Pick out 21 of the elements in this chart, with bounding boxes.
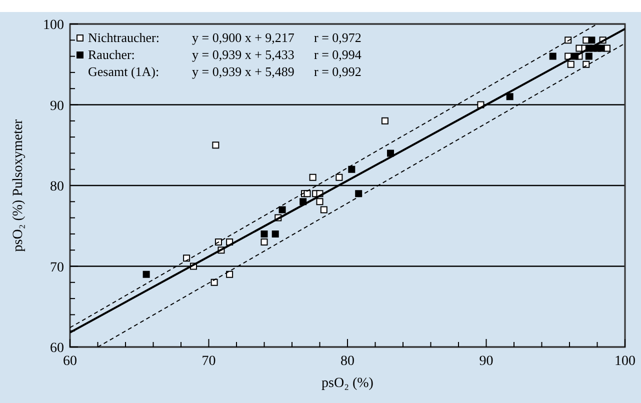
y-tick-label: 80 (50, 180, 64, 194)
annotation: Gesamt (1A): (88, 64, 160, 79)
y-tick-label: 60 (50, 341, 64, 356)
annotation: y = 0,939 x + 5,433 (192, 47, 294, 62)
x-tick-label: 90 (479, 354, 494, 369)
annotation: y = 0,900 x + 9,217 (192, 30, 295, 45)
y-tick-label: 70 (50, 260, 64, 276)
annotation: r = 0,992 (314, 64, 362, 79)
x-tick-label: 60 (63, 354, 77, 369)
y-axis-title: psO₂ (%) Pulsoxymeter (11, 118, 26, 252)
x-tick-label: 70 (202, 354, 216, 369)
legend-label: Raucher: (88, 47, 135, 62)
y-tick-label: 90 (50, 98, 64, 114)
annotation: y = 0,939 x + 5,489 (192, 64, 294, 79)
annotation: r = 0,972 (314, 30, 362, 45)
x-tick-label: 80 (340, 354, 354, 369)
y-tick-label: 100 (43, 18, 64, 33)
x-tick-label: 100 (614, 354, 636, 369)
x-axis-title: psO₂ (%) (322, 376, 374, 391)
annotation: r = 0,994 (314, 47, 362, 62)
legend-label: Nichtraucher: (88, 30, 160, 45)
